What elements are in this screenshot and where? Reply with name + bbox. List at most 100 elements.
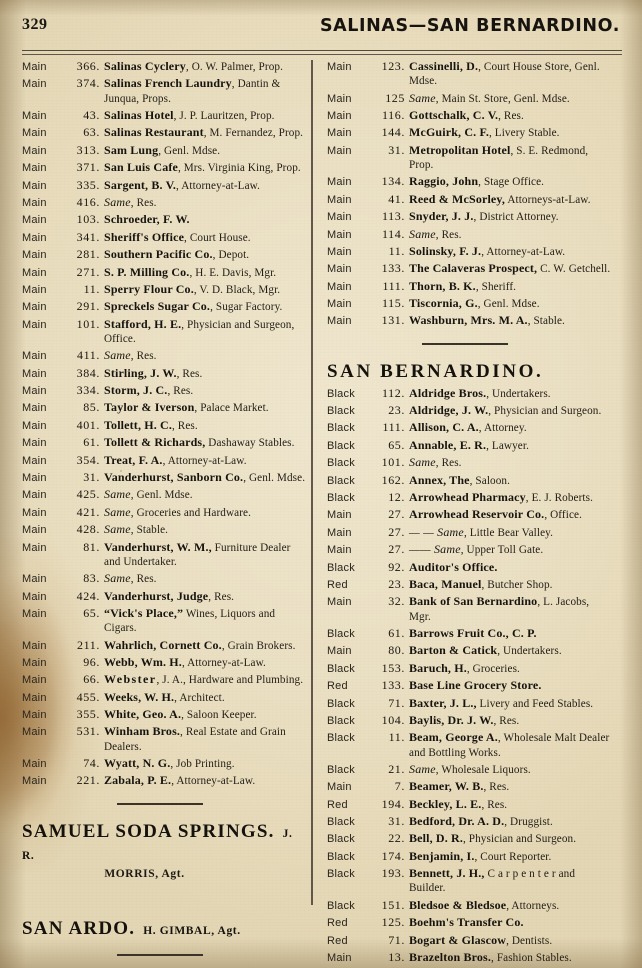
- directory-entry: Main 416. Same, Res.: [22, 195, 307, 210]
- entry-description: C a r p e n t e r and Builder.: [409, 868, 576, 895]
- entry-number: 32.: [388, 594, 405, 609]
- entry-exchange: Black: [327, 474, 355, 487]
- entry-name: Reed & McSorley,: [409, 191, 506, 206]
- entry-number: 74.: [83, 756, 100, 771]
- directory-entry: Black 65. Annable, E. R., Lawyer.: [327, 438, 612, 453]
- entry-name: Same: [104, 487, 131, 502]
- entry-number: 21.: [388, 761, 405, 776]
- entry-number: 13.: [388, 950, 405, 965]
- right-column-sections: SAN BERNARDINO. Black 112. Aldridge Bros., …: [327, 342, 612, 968]
- entry-name: Boehm's Transfer Co.: [409, 915, 524, 930]
- running-head-title: SALINAS—SAN BERNARDINO.: [319, 16, 620, 36]
- entry-exchange: Main: [22, 524, 47, 537]
- entry-name: Salinas Cyclery: [104, 59, 186, 73]
- entry-exchange: Main: [22, 318, 47, 331]
- entry-description: , Depot.: [212, 249, 250, 262]
- entry-description: , Res.: [435, 457, 462, 470]
- entry-number: 65.: [83, 605, 100, 620]
- entry-name: Bank of San Bernardino: [409, 594, 538, 609]
- entry-description: , Sheriff.: [475, 280, 517, 293]
- entry-description: , Grain Brokers.: [221, 639, 296, 652]
- directory-entry: Main 425. Same, Genl. Mdse.: [22, 488, 307, 502]
- entry-exchange: Main: [327, 127, 352, 140]
- entry-description: , Res.: [176, 367, 203, 380]
- entry-name: Taylor & Iverson: [104, 400, 195, 415]
- directory-entry: Black 92. Auditor's Office.: [327, 560, 612, 575]
- entry-name: Same: [104, 571, 131, 586]
- entry-exchange: Red: [327, 798, 348, 811]
- directory-entry: Main 116. Gottschalk, C. V., Res.: [327, 108, 612, 123]
- entry-exchange: Main: [327, 92, 352, 105]
- entry-name: White, Geo. A.: [104, 707, 182, 722]
- entry-name: The Calaveras Prospect,: [409, 261, 538, 276]
- entry-description: , Attorney-at-Law.: [162, 454, 247, 467]
- entry-name: Washburn, Mrs. M. A.: [409, 313, 528, 328]
- section-divider-rule: [117, 953, 203, 956]
- entry-name: Solinsky, F. J.: [409, 243, 482, 258]
- entry-description: , Druggist.: [504, 816, 553, 829]
- entry-number: 455.: [76, 689, 100, 704]
- city-agent: J. R.: [22, 827, 293, 862]
- entry-exchange: Main: [22, 266, 47, 279]
- entry-name: Treat, F. A.: [104, 452, 163, 467]
- directory-entry: Main 271. S. P. Milling Co., H. E. Davis, …: [22, 265, 307, 280]
- entry-description: , Res.: [130, 350, 157, 363]
- entry-name: Allison, C. A.: [409, 420, 479, 435]
- directory-entry: Main 101. Stafford, H. E., Physician and S…: [22, 317, 307, 346]
- entry-name: Webb, Wm. H.: [104, 654, 182, 669]
- directory-entry: Main 134. Raggio, John, Stage Office.: [327, 175, 612, 189]
- entry-number: 96.: [83, 654, 100, 669]
- entry-description: , Groceries and Hardware.: [130, 506, 252, 519]
- entry-exchange: Black: [327, 662, 355, 675]
- entry-name: Winham Bros.: [104, 724, 181, 739]
- entry-exchange: Black: [327, 405, 355, 418]
- directory-entry: Main 27. —— Same, Upper Toll Gate.: [327, 543, 612, 557]
- entry-name: Bell, D. R.: [409, 831, 463, 846]
- entry-description: , Res.: [481, 798, 508, 811]
- directory-entry: Black 151. Bledsoe & Bledsoe, Attorneys.: [327, 898, 612, 913]
- entry-number: 174.: [381, 848, 405, 863]
- entry-exchange: Red: [327, 917, 348, 930]
- directory-entry: Red 194. Beckley, L. E., Res.: [327, 797, 612, 812]
- entry-description: , Res.: [483, 781, 510, 794]
- entry-description: , Dantin & Junqua, Props.: [104, 78, 281, 105]
- entry-number: 41.: [388, 191, 405, 206]
- entry-description: , Res.: [167, 385, 194, 398]
- entry-description: , Genl. Mdse.: [158, 144, 221, 157]
- directory-entry: Black 22. Bell, D. R., Physician and Surge…: [327, 832, 612, 846]
- entry-number: 111.: [382, 420, 405, 435]
- directory-entry: Black 31. Bedford, Dr. A. D., Druggist.: [327, 814, 612, 829]
- directory-entry: Main 411. Same, Res.: [22, 349, 307, 363]
- entry-exchange: Main: [22, 301, 47, 314]
- entry-number: 341.: [76, 229, 100, 244]
- entry-description: , Dentists.: [506, 934, 553, 947]
- entry-exchange: Black: [327, 627, 355, 640]
- entry-exchange: Black: [327, 850, 355, 863]
- city-name: SAN ARDO.: [22, 917, 136, 939]
- entry-exchange: Main: [327, 193, 352, 206]
- directory-entry: Main 13. Brazelton Bros., Fashion Stables.: [327, 950, 612, 965]
- directory-entry: Main 66. Webster, J. A., Hardware and Plum…: [22, 673, 307, 687]
- header-divider-rule: [22, 50, 622, 55]
- entry-exchange: Main: [327, 315, 352, 328]
- entry-description: , Upper Toll Gate.: [460, 544, 544, 557]
- entry-name: Sargent, B. V.: [104, 177, 177, 192]
- entry-exchange: Main: [327, 144, 352, 157]
- entry-number: 80.: [388, 643, 405, 658]
- entry-description: , Genl. Mdse.: [243, 472, 306, 484]
- entry-name: Annex, The: [409, 472, 470, 487]
- entry-number: 101.: [381, 455, 405, 470]
- city-name: SAMUEL SODA SPRINGS.: [22, 820, 275, 842]
- entry-exchange: Main: [327, 109, 352, 122]
- entry-exchange: Main: [22, 454, 47, 467]
- entry-description: , Wholesale Liquors.: [435, 763, 531, 776]
- entry-description: , Main St. Store, Genl. Mdse.: [435, 92, 570, 105]
- directory-entry: Black 174. Benjamin, I., Court Reporter.: [327, 848, 612, 864]
- entry-name: Same: [104, 348, 131, 363]
- entry-exchange: Main: [327, 781, 352, 794]
- entry-name: Bedford, Dr. A. D.: [409, 814, 505, 829]
- directory-entry: Main 131. Washburn, Mrs. M. A., Stable.: [327, 314, 612, 328]
- entry-number: 211.: [77, 637, 100, 652]
- entry-name: Salinas Hotel: [104, 107, 174, 122]
- entry-number: 313.: [76, 142, 100, 157]
